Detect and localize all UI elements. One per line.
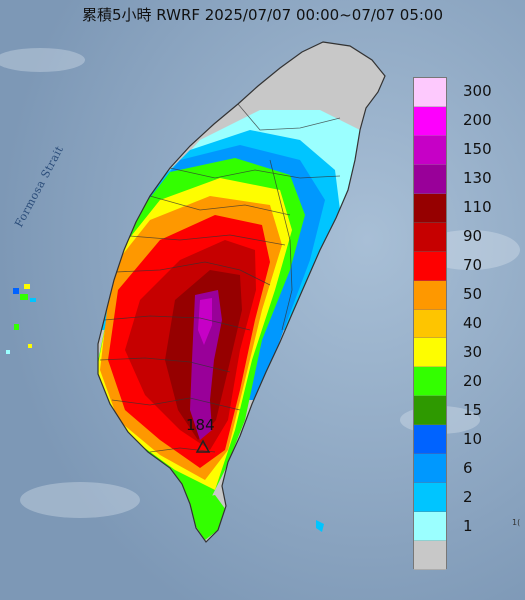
- legend-swatch-10: [414, 367, 446, 397]
- rainfall-field: [98, 110, 360, 540]
- legend-label: 15: [463, 400, 483, 419]
- legend-label: 130: [463, 169, 492, 188]
- legend-swatch-12: [414, 425, 446, 455]
- legend-label: 40: [463, 314, 483, 332]
- legend-swatch-15: [414, 512, 446, 541]
- legend-label: 70: [463, 256, 483, 275]
- legend-label: 90: [463, 227, 483, 246]
- legend-label: 20: [463, 371, 483, 390]
- map-title: 累積5小時 RWRF 2025/07/07 00:00~07/07 05:00: [81, 6, 444, 24]
- legend-swatch-0: [414, 78, 446, 107]
- legend-swatch-2: [414, 135, 446, 165]
- legend-swatch-4: [414, 193, 446, 223]
- legend-label: 6: [463, 458, 473, 477]
- legend-swatch-7: [414, 280, 446, 310]
- legend-label: 110: [463, 198, 492, 217]
- rainfall-legend: 300 200 150 130 110 90 70 50 40 30 20 15 10 6 2 1: [413, 77, 521, 570]
- legend-swatch-8: [414, 309, 446, 339]
- legend-label: 300: [463, 82, 492, 101]
- legend-swatch-3: [414, 164, 446, 194]
- legend-swatch-16: [414, 541, 446, 570]
- legend-label: 200: [463, 111, 492, 130]
- rain-zone-purple: [190, 290, 222, 440]
- legend-swatch-6: [414, 251, 446, 281]
- county-boundaries: [99, 103, 341, 453]
- legend-label: 30: [463, 342, 483, 361]
- rain-zone-violet: [198, 298, 212, 345]
- legend-swatch-14: [414, 483, 446, 513]
- legend-swatch-11: [414, 396, 446, 426]
- legend-label: 1: [463, 516, 473, 535]
- rain-zone-south-green: [190, 495, 226, 540]
- legend-color-bar: [413, 77, 447, 570]
- legend-label: 150: [463, 140, 492, 159]
- corner-mark: 1(: [512, 518, 521, 527]
- legend-label: 50: [463, 285, 483, 304]
- legend-swatch-5: [414, 222, 446, 252]
- legend-swatch-13: [414, 454, 446, 484]
- legend-swatch-9: [414, 338, 446, 368]
- max-rainfall-value: 184: [186, 416, 215, 434]
- legend-label: 2: [463, 487, 473, 506]
- legend-swatch-1: [414, 106, 446, 136]
- max-rainfall-marker: [195, 439, 211, 453]
- offshore-islands: [6, 284, 324, 532]
- legend-label: 10: [463, 429, 483, 448]
